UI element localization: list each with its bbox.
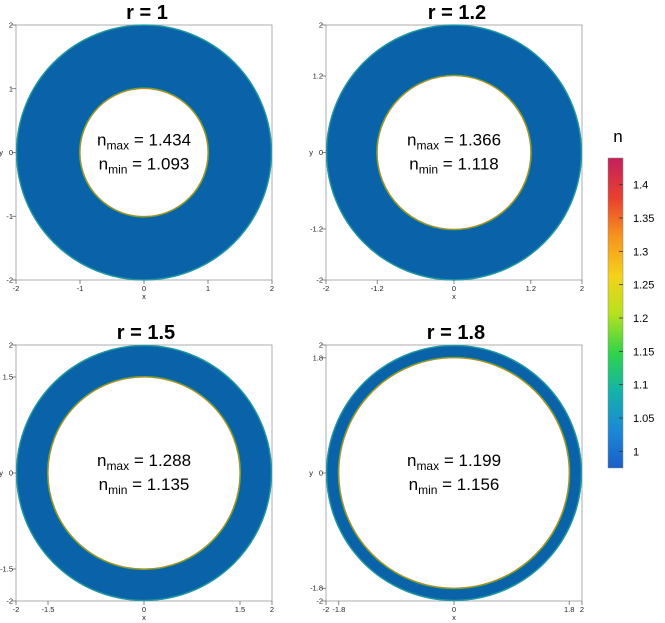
x-tick-label: 0	[142, 605, 146, 614]
y-tick-label: -2	[316, 276, 323, 285]
x-tick-label: -2	[13, 284, 20, 293]
y-tick-label: 0	[9, 148, 13, 157]
y-tick-label: 2	[9, 341, 13, 350]
inner-boundary	[338, 357, 570, 589]
y-tick-label: -2	[316, 597, 323, 606]
x-axis-label: x	[452, 292, 456, 301]
y-tick-label: 1.5	[3, 373, 13, 382]
panel-title: r = 1.8	[427, 322, 485, 344]
colorbar-tick-label: 1.35	[633, 213, 654, 225]
y-tick-label: 2	[9, 21, 13, 30]
inner-boundary	[376, 75, 532, 230]
outer-boundary	[325, 24, 583, 281]
y-tick-label: 2	[319, 21, 323, 30]
y-tick-label: -2	[6, 276, 13, 285]
y-tick-label: -2	[6, 597, 13, 606]
panel-title: r = 1.5	[117, 322, 175, 344]
x-tick-label: -1.2	[371, 284, 384, 293]
colorbar-gradient	[607, 157, 624, 469]
y-tick-label: 0	[319, 148, 323, 157]
x-tick-label: 1	[206, 284, 210, 293]
x-tick-label: -1	[77, 284, 84, 293]
x-tick-label: 1.5	[235, 605, 245, 614]
panel-title: r = 1	[126, 2, 168, 24]
colorbar-tick-label: 1.3	[633, 246, 648, 258]
panel-2: r = 1.2 -2 -1.2 0 1.2 2 -2 -1.2 0 1.2 2 x y nmax = 1.…	[309, 2, 584, 301]
ring-field	[326, 24, 583, 281]
x-axis-label: x	[452, 613, 456, 622]
colorbar-tick-label: 1.05	[633, 413, 654, 425]
colorbar-tick-label: 1.4	[633, 180, 648, 192]
y-axis-label: y	[0, 469, 3, 478]
colorbar: n 1 1.05 1.1 1.15 1.2 1.25 1.3 1.35 1.4	[607, 127, 654, 469]
x-tick-label: 1.8	[564, 605, 574, 614]
x-tick-label: 0	[452, 284, 456, 293]
x-tick-label: 2	[580, 284, 584, 293]
y-axis-label: y	[309, 148, 313, 157]
panel-3: r = 1.5 -2 -1.5 0 1.5 2 -2 -1.5 0 1.5 2 x y nmax = 1.…	[0, 322, 274, 622]
x-tick-label: 2	[270, 284, 274, 293]
x-tick-label: 2	[270, 605, 274, 614]
colorbar-tick-label: 1	[633, 446, 639, 458]
x-axis-label: x	[142, 613, 146, 622]
colorbar-tick-label: 1.25	[633, 280, 654, 292]
y-tick-label: -1.5	[0, 565, 13, 574]
x-tick-label: -1.5	[42, 605, 55, 614]
y-tick-label: 1.2	[313, 72, 323, 81]
y-tick-label: 1.8	[313, 353, 323, 362]
y-tick-label: -1	[6, 212, 13, 221]
x-tick-label: 2	[580, 605, 584, 614]
n-max-annotation: nmax = 1.434	[97, 131, 191, 153]
ring-field	[16, 345, 272, 601]
x-axis-label: x	[142, 292, 146, 301]
y-tick-label: 0	[319, 469, 323, 478]
colorbar-title: n	[613, 127, 622, 146]
colorbar-tick-label: 1.1	[633, 380, 648, 392]
n-max-annotation: nmax = 1.199	[407, 451, 501, 473]
ring-field	[16, 24, 272, 281]
x-tick-label: -2	[13, 605, 20, 614]
x-tick-label: 1.2	[526, 284, 536, 293]
outer-boundary	[15, 344, 273, 602]
y-tick-label: -1.8	[310, 584, 323, 593]
n-min-annotation: nmin = 1.093	[99, 155, 190, 177]
x-tick-label: -2	[323, 284, 330, 293]
y-tick-label: -1.2	[310, 225, 323, 234]
x-tick-label: 0	[452, 605, 456, 614]
colorbar-tick-label: 1.2	[633, 313, 648, 325]
y-axis-label: y	[309, 469, 313, 478]
colorbar-tick-label: 1.15	[633, 346, 654, 358]
x-tick-label: -2	[323, 605, 330, 614]
n-min-annotation: nmin = 1.135	[99, 475, 190, 497]
outer-boundary	[15, 24, 273, 281]
x-tick-label: -1.8	[332, 605, 345, 614]
inner-boundary	[47, 376, 241, 570]
y-tick-label: 0	[9, 469, 13, 478]
n-min-annotation: nmin = 1.118	[409, 155, 498, 177]
y-tick-label: 1	[9, 84, 13, 93]
inner-boundary	[79, 87, 209, 218]
ring-field	[325, 344, 582, 601]
n-max-annotation: nmax = 1.366	[407, 131, 501, 153]
panel-title: r = 1.2	[428, 2, 486, 24]
n-max-annotation: nmax = 1.288	[97, 451, 191, 473]
x-tick-label: 0	[142, 284, 146, 293]
outer-boundary	[325, 344, 583, 602]
y-tick-label: 2	[319, 341, 323, 350]
y-axis-label: y	[0, 148, 3, 157]
n-min-annotation: nmin = 1.156	[409, 475, 500, 497]
